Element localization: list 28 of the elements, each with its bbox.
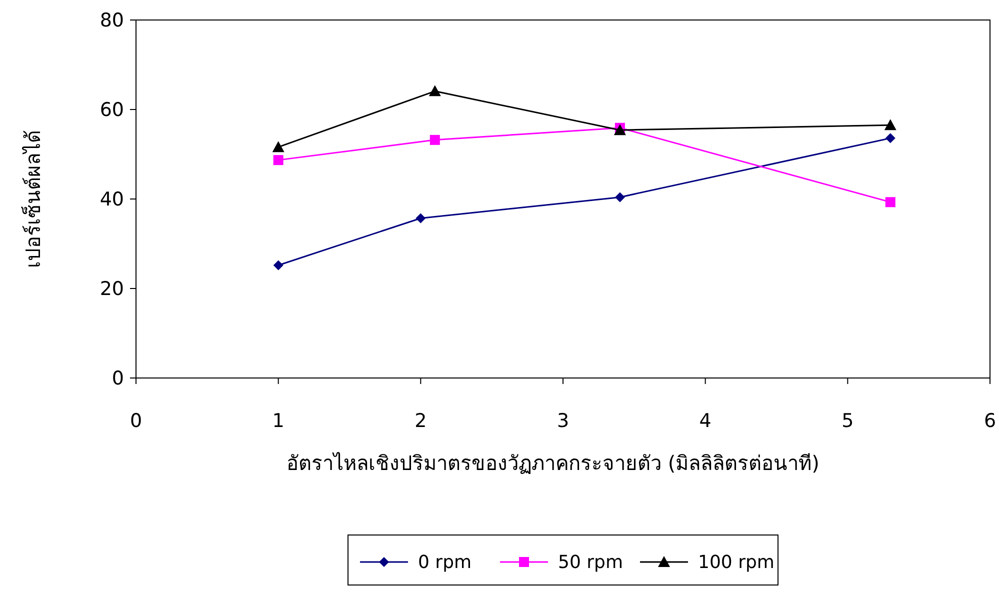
point [430, 134, 440, 145]
y-tick-label: 40 [100, 188, 124, 211]
x-tick-label: 0 [130, 410, 142, 432]
y-tick-label: 20 [100, 278, 124, 300]
x-tick-label: 3 [556, 410, 570, 432]
y-tick-label: 0 [112, 368, 124, 390]
legend-label: 0 rpm [418, 552, 472, 573]
point [416, 213, 426, 224]
legend-label: 100 rpm [698, 552, 774, 573]
point [272, 141, 284, 152]
point [885, 197, 896, 208]
point [614, 192, 625, 202]
y-tick-label: 60 [100, 99, 124, 122]
point [885, 133, 896, 144]
x-axis-title: อัตราไหลเชิงปริมาตรของวัฏภาคกระจายตัว (มิลลิลิตรต่อนาที) [286, 451, 820, 475]
point [614, 124, 626, 136]
x-tick-label: 2 [414, 410, 427, 432]
point [884, 119, 896, 130]
legend-label: 50 rpm [558, 552, 623, 573]
point [428, 85, 441, 96]
y-axis-title: เปอร์เซ็นต์ผลได้ [20, 130, 45, 268]
x-tick-label: 1 [272, 410, 284, 432]
x-tick-label: 6 [984, 410, 996, 432]
point [273, 260, 284, 270]
point [273, 155, 284, 166]
y-tick-label: 80 [100, 10, 124, 32]
x-tick-label: 5 [842, 410, 854, 432]
x-tick-label: 4 [699, 410, 712, 432]
